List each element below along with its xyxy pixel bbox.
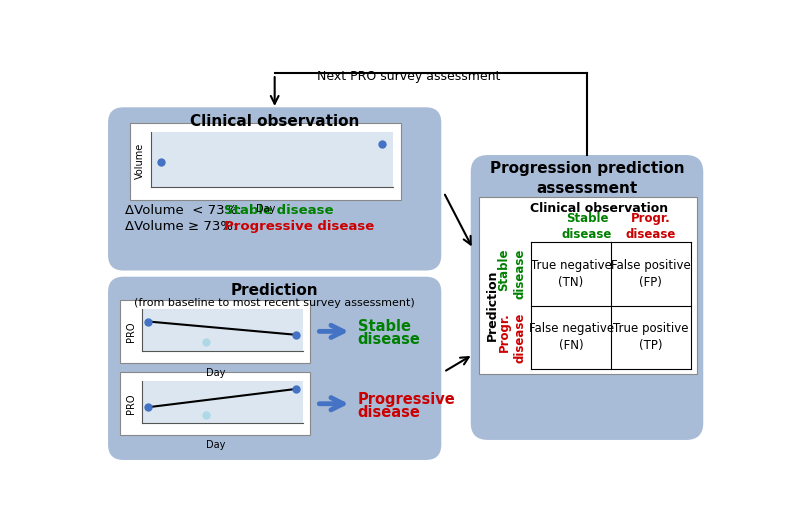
Text: Stable
disease: Stable disease <box>562 212 612 241</box>
Text: Progressive disease: Progressive disease <box>224 220 374 233</box>
Text: PRO: PRO <box>126 321 136 341</box>
Text: disease: disease <box>358 333 420 347</box>
Text: disease: disease <box>358 405 420 420</box>
Text: Stable disease: Stable disease <box>224 204 334 217</box>
Text: Progression prediction
assessment: Progression prediction assessment <box>490 161 684 196</box>
Text: Clinical observation: Clinical observation <box>190 114 359 128</box>
Text: False negative
(FN): False negative (FN) <box>529 323 614 352</box>
Text: Next PRO survey assessment: Next PRO survey assessment <box>317 70 500 84</box>
Text: ΔVolume ≥ 73%:: ΔVolume ≥ 73%: <box>125 220 242 233</box>
Text: Progressive: Progressive <box>358 392 455 407</box>
Text: Progr.
disease: Progr. disease <box>498 312 527 362</box>
Text: PRO: PRO <box>126 394 136 414</box>
Text: Stable
disease: Stable disease <box>498 248 527 299</box>
Text: Clinical observation: Clinical observation <box>530 201 668 215</box>
FancyBboxPatch shape <box>142 309 303 351</box>
Text: Progr.
disease: Progr. disease <box>626 212 675 241</box>
Text: Volume: Volume <box>135 143 145 180</box>
Text: Day: Day <box>205 440 225 450</box>
Text: Stable: Stable <box>358 319 411 334</box>
FancyBboxPatch shape <box>108 108 442 270</box>
Text: Day: Day <box>205 367 225 377</box>
Text: Day: Day <box>256 204 275 215</box>
FancyBboxPatch shape <box>108 277 442 460</box>
FancyBboxPatch shape <box>479 197 697 374</box>
Text: Prediction: Prediction <box>231 283 318 298</box>
Text: False positive
(FP): False positive (FP) <box>611 259 690 289</box>
FancyBboxPatch shape <box>142 382 303 423</box>
FancyBboxPatch shape <box>130 123 401 200</box>
FancyBboxPatch shape <box>152 132 393 187</box>
FancyBboxPatch shape <box>471 155 703 440</box>
FancyBboxPatch shape <box>120 372 310 435</box>
Text: Prediction: Prediction <box>486 270 499 341</box>
Text: True positive
(TP): True positive (TP) <box>613 323 689 352</box>
Text: (from baseline to most recent survey assessment): (from baseline to most recent survey ass… <box>134 298 415 308</box>
Text: ΔVolume  < 73%:: ΔVolume < 73%: <box>125 204 246 217</box>
FancyBboxPatch shape <box>120 300 310 363</box>
Text: True negative
(TN): True negative (TN) <box>531 259 611 289</box>
